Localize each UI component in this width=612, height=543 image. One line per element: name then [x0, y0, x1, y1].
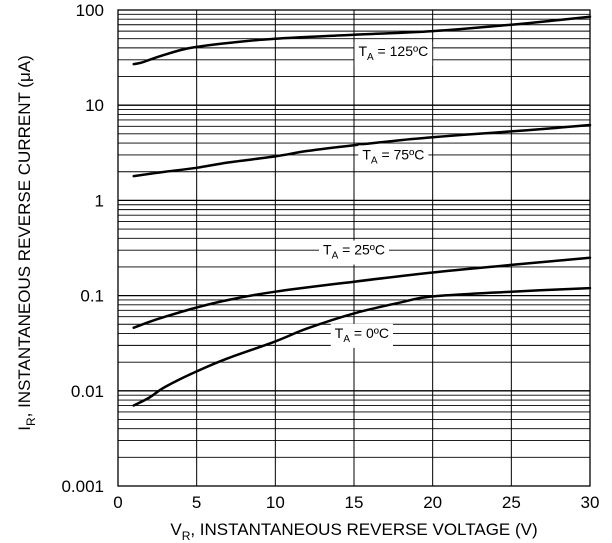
- series-label-text: TA = 0ºC: [335, 325, 389, 345]
- y-axis-title: IR, INSTANTANEOUS REVERSE CURRENT (μA): [15, 55, 38, 431]
- x-tick-label: 30: [581, 493, 600, 512]
- y-tick-label: 10: [85, 96, 104, 115]
- x-tick-label: 15: [345, 493, 364, 512]
- x-axis-title-main: V: [170, 520, 182, 539]
- series-label-rest: = 25ºC: [338, 242, 385, 258]
- series-label-main: T: [358, 43, 367, 59]
- series-label-subscript: A: [371, 155, 378, 166]
- x-tick-label: 10: [266, 493, 285, 512]
- series-label-ta-0: TA = 0ºC: [330, 323, 393, 348]
- x-axis-title: VR, INSTANTANEOUS REVERSE VOLTAGE (V): [170, 520, 537, 543]
- series-label-background: [319, 240, 389, 265]
- series-label-subscript: A: [367, 52, 374, 63]
- y-tick-label: 1: [95, 191, 104, 210]
- x-tick-labels: 0 5 10 15 20 25 30: [113, 493, 599, 512]
- x-tick-label: 20: [423, 493, 442, 512]
- x-tick-label: 5: [192, 493, 201, 512]
- y-tick-label: 0.01: [71, 382, 104, 401]
- series-line-ta-75: [132, 123, 592, 178]
- series-line-ta-25: [132, 256, 592, 329]
- series-label-main: T: [323, 242, 332, 258]
- series-label-rest: = 0ºC: [350, 325, 389, 341]
- series-label-subscript: A: [332, 251, 339, 262]
- series-label-rest: = 75ºC: [378, 146, 425, 162]
- series-label-background: [330, 323, 393, 348]
- series-line-ta-0: [132, 286, 592, 407]
- series-label-ta-75: TA = 75ºC: [358, 145, 429, 170]
- series-label-text: TA = 125ºC: [358, 43, 428, 63]
- y-tick-label: 0.001: [61, 477, 104, 496]
- series-label-ta-125: TA = 125ºC: [354, 41, 433, 66]
- series-label-background: [354, 41, 433, 66]
- x-axis-title-subscript: R: [182, 529, 191, 543]
- series-label-rest: = 125ºC: [374, 43, 429, 59]
- y-tick-labels: 0.001 0.01 0.1 1 10 100: [61, 1, 104, 496]
- series-lines: [132, 15, 592, 407]
- series-label-main: T: [362, 146, 371, 162]
- x-tick-label: 0: [113, 493, 122, 512]
- x-axis-title-rest: , INSTANTANEOUS REVERSE VOLTAGE (V): [190, 520, 537, 539]
- y-tick-label: 0.1: [80, 287, 104, 306]
- series-label-ta-25: TA = 25ºC: [319, 240, 389, 265]
- plot-frame: [117, 9, 591, 487]
- series-label-background: [358, 145, 429, 170]
- y-axis-title-subscript: R: [24, 417, 38, 426]
- series-label-text: TA = 75ºC: [362, 146, 424, 166]
- x-tick-label: 25: [502, 493, 521, 512]
- series-line-ta-125: [132, 15, 592, 66]
- y-axis-title-main: I: [15, 426, 34, 431]
- series-label-subscript: A: [343, 334, 350, 345]
- series-label-main: T: [335, 325, 344, 341]
- series-label-text: TA = 25ºC: [323, 242, 385, 262]
- y-tick-label: 100: [76, 1, 104, 20]
- y-axis-title-rest: , INSTANTANEOUS REVERSE CURRENT (μA): [15, 55, 34, 417]
